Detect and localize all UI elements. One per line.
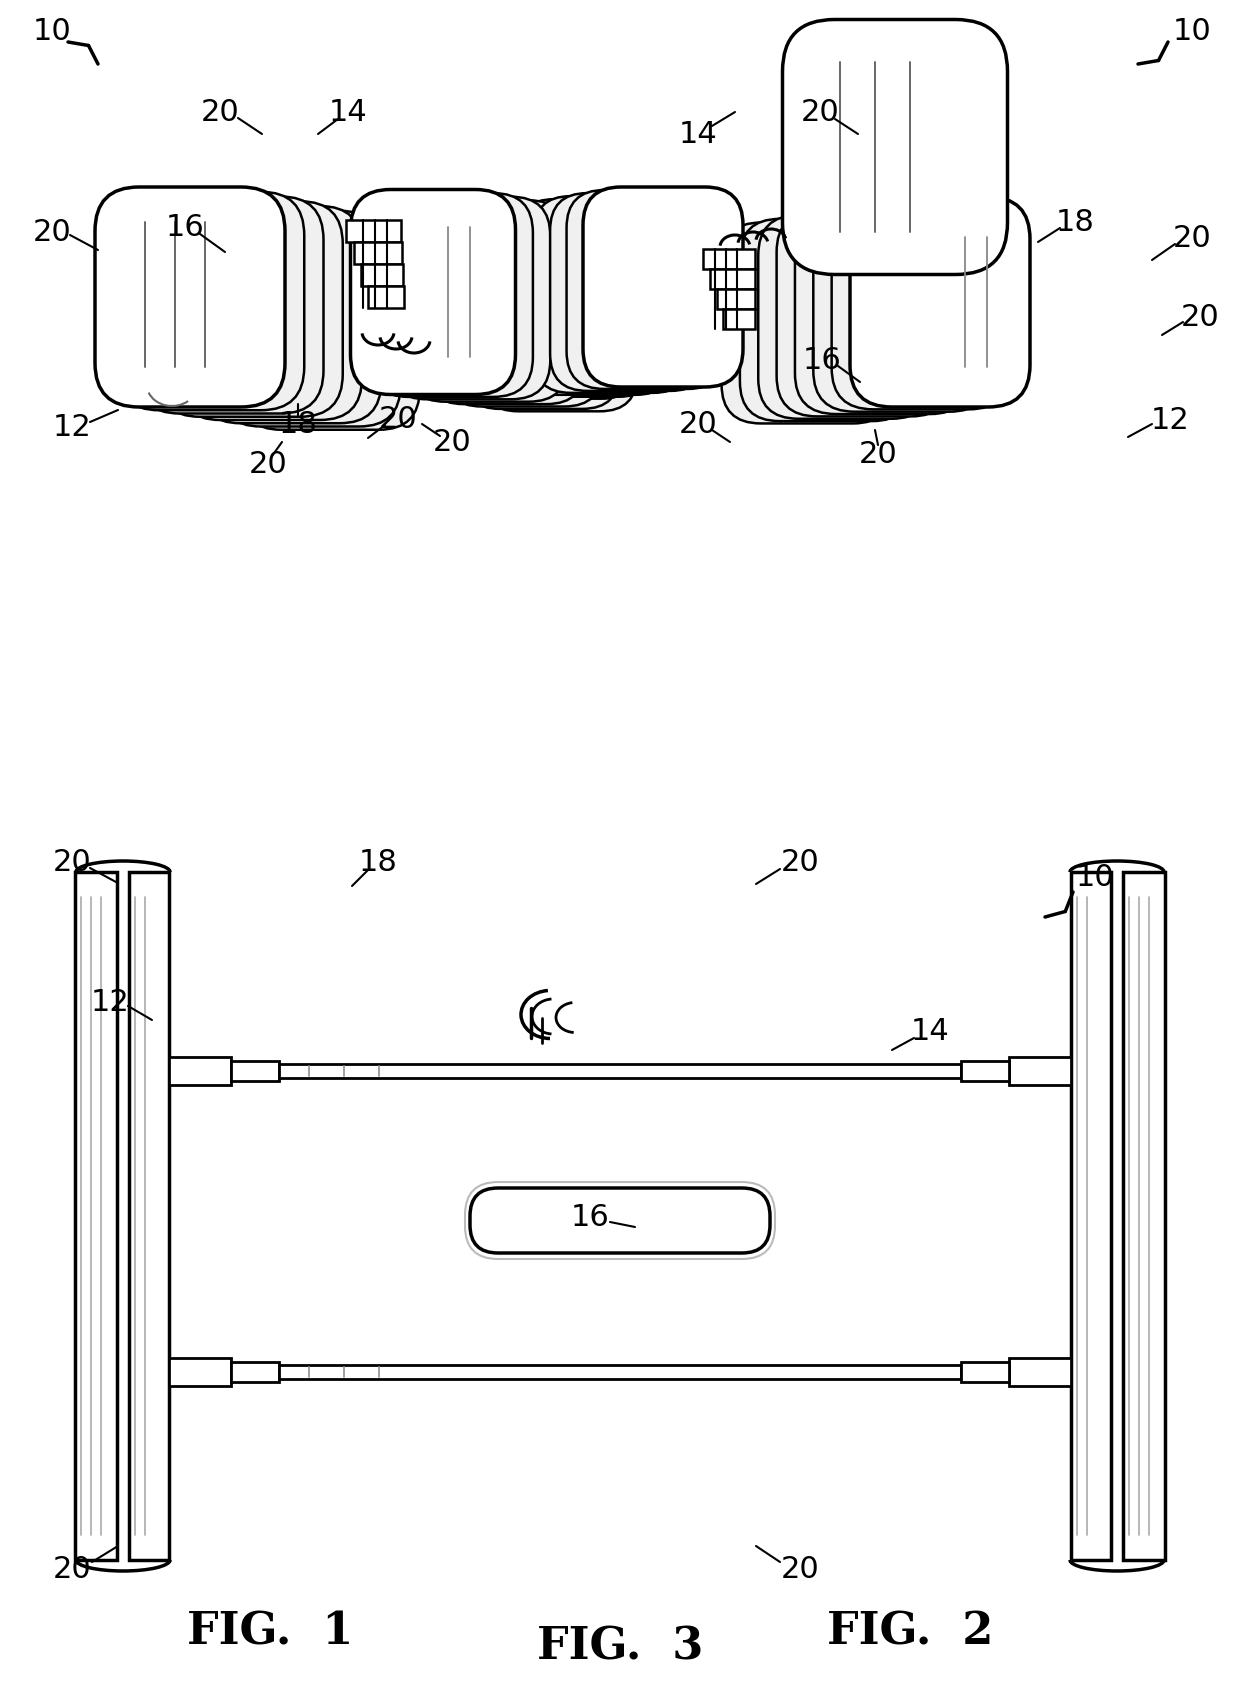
FancyBboxPatch shape: [157, 202, 342, 417]
Bar: [1123, 871, 1166, 1559]
Bar: [353, 242, 402, 264]
Bar: [279, 1063, 961, 1078]
FancyBboxPatch shape: [782, 20, 1007, 274]
FancyBboxPatch shape: [722, 222, 893, 424]
Text: 14: 14: [678, 119, 718, 148]
Text: 12: 12: [1151, 405, 1189, 434]
Text: 20: 20: [1173, 224, 1211, 252]
Text: 16: 16: [802, 345, 842, 375]
Text: 18: 18: [279, 409, 317, 439]
Bar: [723, 309, 755, 330]
FancyBboxPatch shape: [467, 209, 620, 400]
Text: 18: 18: [358, 848, 398, 876]
FancyBboxPatch shape: [795, 209, 971, 414]
FancyBboxPatch shape: [465, 1182, 775, 1260]
Text: 16: 16: [570, 1203, 609, 1231]
Bar: [703, 249, 755, 269]
Text: 20: 20: [858, 439, 898, 469]
Text: 20: 20: [781, 1556, 820, 1584]
FancyBboxPatch shape: [470, 1187, 770, 1253]
Bar: [361, 264, 403, 286]
FancyBboxPatch shape: [179, 205, 362, 420]
FancyBboxPatch shape: [551, 193, 708, 390]
Text: 20: 20: [378, 404, 418, 434]
Bar: [129, 871, 169, 1559]
FancyBboxPatch shape: [517, 198, 673, 395]
Bar: [961, 1060, 1009, 1080]
Bar: [1071, 871, 1111, 1559]
FancyBboxPatch shape: [567, 190, 725, 389]
FancyBboxPatch shape: [388, 197, 551, 399]
FancyBboxPatch shape: [849, 197, 1030, 407]
Text: 10: 10: [32, 17, 72, 45]
Text: 20: 20: [1180, 303, 1219, 331]
FancyBboxPatch shape: [463, 212, 620, 409]
FancyBboxPatch shape: [740, 219, 913, 420]
Bar: [368, 286, 404, 308]
FancyBboxPatch shape: [444, 207, 603, 407]
FancyBboxPatch shape: [501, 202, 655, 397]
Text: FIG.  2: FIG. 2: [827, 1610, 993, 1653]
Bar: [1009, 1357, 1071, 1386]
FancyBboxPatch shape: [813, 204, 991, 412]
Text: 20: 20: [249, 449, 288, 478]
Text: 20: 20: [52, 848, 92, 876]
Text: 20: 20: [678, 409, 718, 439]
Text: 20: 20: [781, 848, 820, 876]
FancyBboxPatch shape: [583, 187, 743, 387]
FancyBboxPatch shape: [533, 197, 691, 394]
Text: FIG.  3: FIG. 3: [537, 1625, 703, 1669]
FancyBboxPatch shape: [241, 220, 420, 429]
FancyBboxPatch shape: [351, 190, 516, 395]
Text: 20: 20: [801, 98, 839, 126]
FancyBboxPatch shape: [219, 215, 401, 427]
FancyBboxPatch shape: [485, 205, 637, 399]
Text: 10: 10: [1173, 17, 1211, 45]
Text: 10: 10: [1075, 863, 1115, 891]
Bar: [346, 220, 401, 242]
Bar: [279, 1364, 961, 1379]
Text: 18: 18: [1055, 207, 1095, 237]
Bar: [961, 1361, 1009, 1381]
FancyBboxPatch shape: [481, 215, 637, 412]
FancyBboxPatch shape: [370, 193, 533, 397]
FancyBboxPatch shape: [136, 197, 324, 414]
Text: 20: 20: [52, 1556, 92, 1584]
Bar: [1009, 1056, 1071, 1085]
FancyBboxPatch shape: [115, 192, 304, 410]
Bar: [169, 1357, 231, 1386]
Bar: [717, 289, 755, 309]
FancyBboxPatch shape: [776, 212, 951, 417]
FancyBboxPatch shape: [832, 200, 1011, 409]
Text: 14: 14: [329, 98, 367, 126]
Bar: [74, 871, 117, 1559]
Text: 20: 20: [433, 427, 471, 456]
FancyBboxPatch shape: [95, 187, 285, 407]
FancyBboxPatch shape: [425, 204, 585, 404]
Bar: [231, 1361, 279, 1381]
Bar: [169, 1056, 231, 1085]
Text: 16: 16: [166, 212, 205, 242]
FancyBboxPatch shape: [407, 200, 568, 402]
FancyBboxPatch shape: [198, 210, 381, 424]
FancyBboxPatch shape: [758, 215, 931, 419]
Bar: [231, 1060, 279, 1080]
Text: 12: 12: [52, 412, 92, 441]
Text: FIG.  1: FIG. 1: [187, 1610, 353, 1653]
Text: 12: 12: [91, 987, 129, 1016]
Bar: [711, 269, 755, 289]
Text: 20: 20: [201, 98, 239, 126]
Text: 14: 14: [910, 1018, 950, 1046]
Text: 20: 20: [32, 217, 72, 247]
